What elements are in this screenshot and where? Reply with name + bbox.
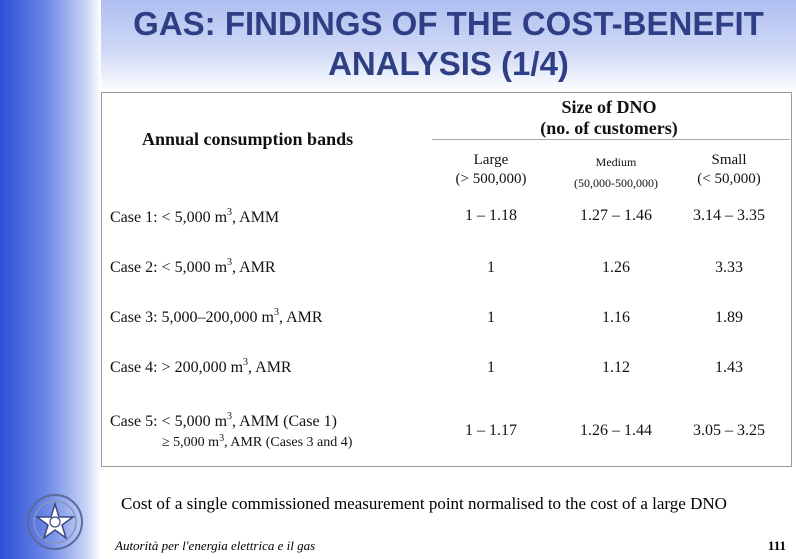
row-label-text: Case 2: < 5,000 m	[110, 259, 228, 276]
findings-table: Annual consumption bands Size of DNO (no…	[101, 92, 792, 467]
slide-title: GAS: FINDINGS OF THE COST-BENEFIT ANALYS…	[101, 4, 796, 84]
page-number: 111	[767, 538, 786, 553]
dno-size-header-line2: (no. of customers)	[540, 118, 678, 138]
cell-case4-small: 1.43	[715, 359, 743, 376]
bands-header: Annual consumption bands	[142, 129, 354, 149]
cell-case1-large: 1 – 1.18	[465, 207, 517, 224]
column-small-header: Small (< 50,000)	[674, 151, 784, 189]
dno-size-header: Size of DNO (no. of customers)	[434, 97, 784, 139]
cell-case3-large: 1	[487, 309, 495, 326]
row-label-text: Case 4: > 200,000 m	[110, 359, 244, 376]
cell-case2-large: 1	[487, 259, 495, 276]
cell-case4-large: 1	[487, 359, 495, 376]
column-large-header: Large (> 500,000)	[441, 151, 541, 189]
cell-case2-small: 3.33	[715, 259, 743, 276]
row-label-text: Case 5: < 5,000 m	[110, 413, 228, 430]
row-label-sup: 3	[219, 433, 225, 444]
cell-case1-medium: 1.27 – 1.46	[580, 207, 652, 224]
row-label-text: ≥ 5,000 m	[162, 435, 220, 450]
row-label-suffix: , AMR	[279, 309, 323, 326]
row-label-suffix: , AMR	[232, 259, 276, 276]
cell-case4-medium: 1.12	[602, 359, 630, 376]
header-band	[0, 0, 796, 92]
header-divider	[432, 139, 790, 140]
cell-case5-medium: 1.26 – 1.44	[580, 422, 652, 439]
row-label-sup: 3	[274, 307, 279, 318]
column-range: (50,000-500,000)	[574, 176, 658, 190]
cell-case2-medium: 1.26	[602, 259, 630, 276]
column-range: (> 500,000)	[455, 171, 527, 187]
column-name: Small	[711, 152, 747, 168]
cell-case5-small: 3.05 – 3.25	[693, 422, 765, 439]
dno-size-header-line1: Size of DNO	[561, 97, 657, 117]
column-name: Medium	[595, 155, 637, 169]
row-label-text: Case 3: 5,000–200,000 m	[110, 309, 274, 326]
row-label-suffix: , AMM (Case 1)	[232, 413, 337, 430]
cell-case1-small: 3.14 – 3.35	[693, 207, 765, 224]
cell-case5-large: 1 – 1.17	[465, 422, 517, 439]
italian-republic-emblem-icon	[27, 494, 83, 550]
row-label-suffix: , AMR	[248, 359, 292, 376]
cell-case3-small: 1.89	[715, 309, 743, 326]
title-line-2: ANALYSIS (1/4)	[328, 45, 569, 82]
table-row-label-case-5: Case 5: < 5,000 m3, AMM (Case 1)	[110, 411, 337, 431]
row-label-sup: 3	[227, 257, 233, 268]
cell-case3-medium: 1.16	[602, 309, 630, 326]
row-label-sup: 3	[243, 357, 249, 368]
column-name: Large	[473, 152, 509, 168]
table-row-label-case-2: Case 2: < 5,000 m3, AMR	[110, 257, 276, 277]
column-medium-header: Medium (50,000-500,000)	[557, 153, 675, 193]
sidebar-decoration	[0, 0, 101, 559]
row-label-suffix: , AMR (Cases 3 and 4)	[224, 435, 353, 450]
title-line-1: GAS: FINDINGS OF THE COST-BENEFIT	[133, 5, 764, 42]
row-label-sup: 3	[227, 411, 233, 422]
footnote: Cost of a single commissioned measuremen…	[121, 494, 727, 513]
authority-name: Autorità per l'energia elettrica e il ga…	[115, 538, 316, 553]
table-row-label-case-5-line-2: ≥ 5,000 m3, AMR (Cases 3 and 4)	[162, 433, 353, 451]
row-label-suffix: , AMM	[232, 209, 280, 226]
column-range: (< 50,000)	[697, 171, 761, 187]
table-row-label-case-1: Case 1: < 5,000 m3, AMM	[110, 207, 280, 227]
table-row-label-case-3: Case 3: 5,000–200,000 m3, AMR	[110, 307, 323, 327]
row-label-sup: 3	[227, 207, 233, 218]
row-label-text: Case 1: < 5,000 m	[110, 209, 228, 226]
table-row-label-case-4: Case 4: > 200,000 m3, AMR	[110, 357, 292, 377]
